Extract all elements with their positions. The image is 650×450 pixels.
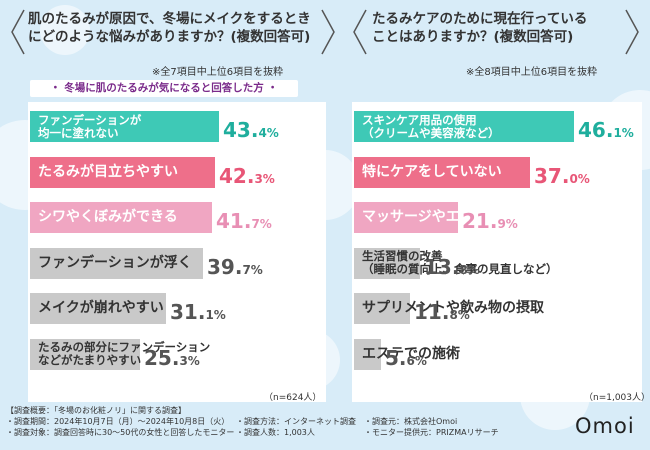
value-percent: % xyxy=(213,308,226,322)
right-bar-5 xyxy=(354,338,381,370)
left-sample-size: （n=624人） xyxy=(264,393,322,403)
left-bar-value-3: 39. 7% xyxy=(207,248,263,279)
footer-line: ・調査方法：インターネット調査 xyxy=(236,417,356,426)
value-percent: % xyxy=(250,262,263,277)
value-integer: 42. xyxy=(219,163,255,188)
value-percent: % xyxy=(505,217,518,231)
value-decimal: 3 xyxy=(254,171,263,186)
right-bar-label-1: 特にケアをしていない xyxy=(362,163,502,180)
value-percent: % xyxy=(577,171,590,186)
value-integer: 21. xyxy=(462,209,498,233)
value-percent: % xyxy=(457,308,470,322)
right-bar-3 xyxy=(354,247,420,279)
value-decimal: 6 xyxy=(406,353,415,368)
left-bar-0 xyxy=(30,111,219,142)
right-question-bracket-r xyxy=(625,9,639,55)
footer-line: ・調査期間：2024年10月7日（月）～2024年10月8日（火） xyxy=(6,417,230,426)
value-decimal: 3 xyxy=(179,353,188,368)
right-bar-value-1: 37. 0% xyxy=(534,157,590,188)
right-sample-size: （n=1,003人） xyxy=(584,393,650,403)
right-bar-label-3: 生活習慣の改善 （睡眠の質向上、食事の見直しなど） xyxy=(362,249,558,276)
left-bar-label-0: ファンデーションが 均一に塗れない xyxy=(38,112,142,140)
value-integer: 43. xyxy=(223,118,259,142)
value-integer: 31. xyxy=(170,300,206,324)
value-decimal: 4 xyxy=(258,126,267,140)
left-question: 肌のたるみが原因で、冬場にメイクをするとき にどのような悩みがありますか？(複数… xyxy=(28,10,328,58)
left-bar-value-4: 31. 1% xyxy=(170,293,226,324)
left-bar-label-3: ファンデーションが浮く xyxy=(38,254,192,271)
omoi-logo: Omoi xyxy=(575,414,635,438)
left-bar-value-5: 25. 3% xyxy=(144,339,200,370)
left-bar-label-1: たるみが目立ちやすい xyxy=(38,163,178,180)
right-bar-value-5: 5. 6% xyxy=(385,339,427,370)
footer-line: 【調査概要：「冬場のお化粧ノリ」に関する調査】 xyxy=(6,406,186,415)
value-decimal: 8 xyxy=(459,262,468,277)
value-decimal: 1 xyxy=(205,308,214,322)
value-integer: 13. xyxy=(424,254,460,279)
survey-footer: 【調査概要：「冬場のお化粧ノリ」に関する調査】 ・調査期間：2024年10月7日… xyxy=(6,405,524,438)
right-question-text: たるみケアのために現在行っている ことはありますか？(複数回答可) xyxy=(372,11,588,45)
left-question-bracket-l xyxy=(11,9,25,55)
value-percent: % xyxy=(414,353,427,368)
value-percent: % xyxy=(187,353,200,368)
value-percent: % xyxy=(467,262,480,277)
value-decimal: 7 xyxy=(242,262,251,277)
footer-line: ・調査元：株式会社Omoi xyxy=(364,417,458,426)
left-bar-4 xyxy=(30,293,166,324)
footer-line xyxy=(236,405,364,416)
right-bar-value-3: 13. 8% xyxy=(424,248,480,279)
value-integer: 41. xyxy=(216,209,252,233)
right-bar-0 xyxy=(354,111,574,142)
left-bar-value-2: 41. 7% xyxy=(216,202,272,233)
right-bar-label-2: マッサージやエクササイズ xyxy=(362,209,530,225)
left-bar-1 xyxy=(30,156,215,188)
value-integer: 25. xyxy=(144,345,180,370)
footer-line: ・モニター提供元：PRIZMAリサーチ xyxy=(364,428,499,437)
left-subtitle: ・ 冬場に肌のたるみが気になると回答した方 ・ xyxy=(30,80,298,97)
value-percent: % xyxy=(262,171,275,186)
value-percent: % xyxy=(259,217,272,231)
left-question-bracket-r xyxy=(321,9,335,55)
left-bar-2 xyxy=(30,202,212,233)
right-bar-value-2: 21. 9% xyxy=(462,202,518,233)
value-percent: % xyxy=(266,126,279,140)
footer-line: ・調査対象：調査回答時に30～50代の女性と回答したモニター xyxy=(6,428,235,437)
value-integer: 11. xyxy=(414,300,450,324)
right-question-bracket-l xyxy=(353,9,367,55)
left-note: ※全7項目中上位6項目を抜粋 xyxy=(152,67,284,78)
right-bar-label-5: エステでの施術 xyxy=(362,345,460,362)
right-bar-4 xyxy=(354,293,410,324)
footer-line: ・調査人数：1,003人 xyxy=(236,428,315,437)
background-bubble xyxy=(40,5,90,55)
left-bar-value-0: 43. 4% xyxy=(223,111,279,142)
right-bar-1 xyxy=(354,156,530,188)
value-integer: 5. xyxy=(385,345,407,370)
value-integer: 37. xyxy=(534,163,570,188)
value-integer: 46. xyxy=(578,118,614,142)
value-decimal: 7 xyxy=(251,217,260,231)
left-question-text: 肌のたるみが原因で、冬場にメイクをするとき にどのような悩みがありますか？(複数… xyxy=(28,11,311,45)
left-bar-value-1: 42. 3% xyxy=(219,157,275,188)
right-bar-value-4: 11. 8% xyxy=(414,293,470,324)
left-bar-label-5: たるみの部分にファンデーション などがたまりやすい xyxy=(38,340,211,367)
value-decimal: 8 xyxy=(449,308,458,322)
right-bar-value-0: 46. 1% xyxy=(578,111,634,142)
right-question: たるみケアのために現在行っている ことはありますか？(複数回答可) xyxy=(372,10,642,58)
value-decimal: 1 xyxy=(613,126,622,140)
right-bar-label-4: サプリメントや飲み物の摂取 xyxy=(362,300,544,316)
right-note: ※全8項目中上位6項目を抜粋 xyxy=(466,67,598,78)
footer-line xyxy=(364,405,524,416)
left-bar-5 xyxy=(30,338,140,370)
left-bar-label-4: メイクが崩れやすい xyxy=(38,300,164,316)
value-decimal: 0 xyxy=(569,171,578,186)
value-integer: 39. xyxy=(207,254,243,279)
value-percent: % xyxy=(621,126,634,140)
value-decimal: 9 xyxy=(497,217,506,231)
right-bar-label-0: スキンケア用品の使用 （クリームや美容液など） xyxy=(362,112,500,140)
left-bar-3 xyxy=(30,247,203,279)
left-bar-label-2: シワやくぼみができる xyxy=(38,209,178,225)
right-bar-2 xyxy=(354,202,458,233)
